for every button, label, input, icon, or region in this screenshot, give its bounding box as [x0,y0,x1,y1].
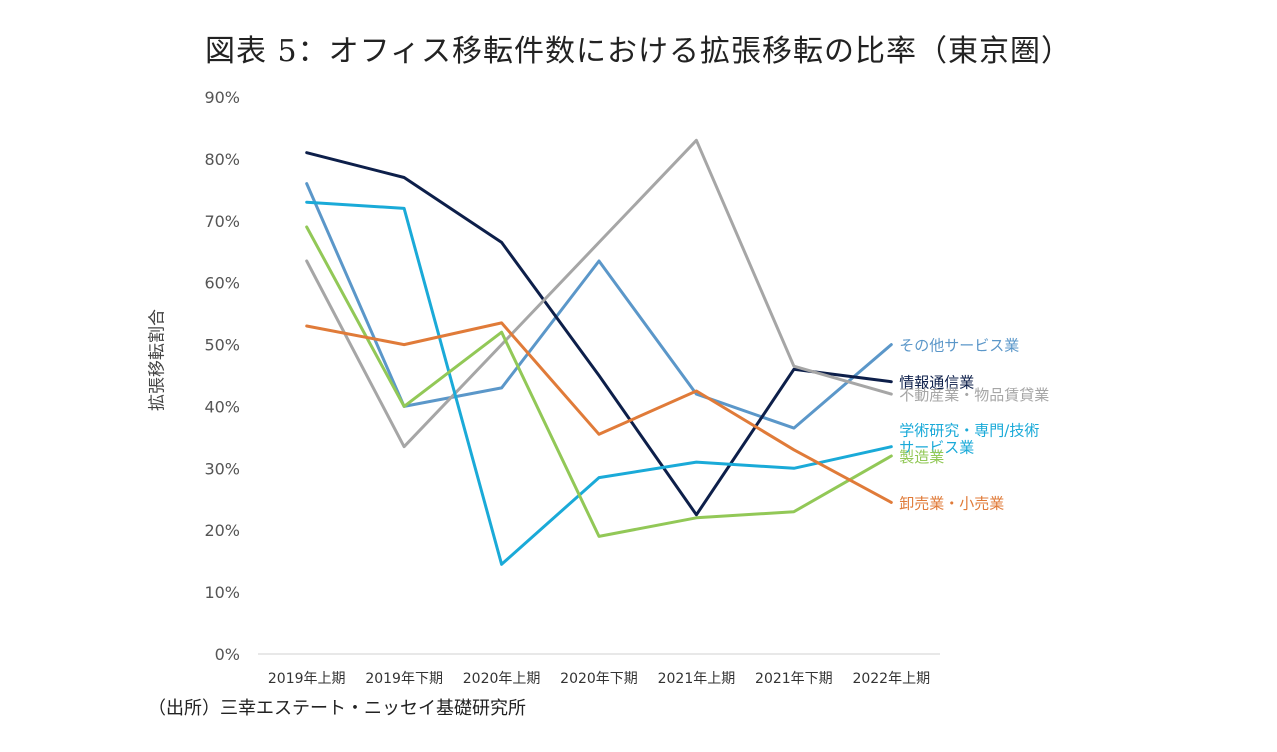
y-tick-label: 50% [204,336,240,355]
series-line [305,138,893,449]
x-tick-label: 2019年上期 [268,671,346,687]
y-tick-label: 30% [204,459,240,478]
y-tick-label: 20% [204,521,240,540]
series-labels: その他サービス業情報通信業不動産業・物品賃貸業学術研究・専門/技術サービス業製造… [899,337,1049,513]
series-label: サービス業 [899,439,974,457]
series-line [305,225,893,538]
x-tick-label: 2021年上期 [658,671,736,687]
y-tick-label: 80% [204,150,240,169]
chart-title: 図表 5：オフィス移転件数における拡張移転の比率（東京圏） [204,34,1073,69]
y-tick-label: 60% [204,274,240,293]
y-tick-label: 0% [215,645,240,664]
series-label: その他サービス業 [899,337,1019,355]
source-note: （出所）三幸エステート・ニッセイ基礎研究所 [148,698,526,719]
y-tick-label: 10% [204,583,240,602]
y-tick-label: 70% [204,212,240,231]
y-tick-label: 90% [204,88,240,107]
series-label: 卸売業・小売業 [899,494,1004,512]
series-line [305,200,893,566]
series-label: 不動産業・物品賃貸業 [899,386,1049,404]
y-tick-label: 40% [204,397,240,416]
x-tick-label: 2020年下期 [560,671,638,687]
x-tick-label: 2019年下期 [365,671,443,687]
series-label: 学術研究・専門/技術 [899,422,1039,440]
series-label: 製造業 [899,448,944,466]
series-line [305,151,893,517]
y-axis-ticks: 0% 10% 20% 30% 40% 50% 60% 70% 80% 90% [204,88,240,664]
x-axis-ticks: 2019年上期 2019年下期 2020年上期 2020年下期 2021年上期 2021年… [268,671,930,687]
series-lines [305,138,893,566]
series-label: 情報通信業 [899,374,974,392]
y-axis-label: 拡張移転割合 [147,309,168,411]
series-line [305,321,893,504]
x-tick-label: 2020年上期 [463,671,541,687]
x-tick-label: 2021年下期 [755,671,833,687]
x-tick-label: 2022年上期 [852,671,930,687]
